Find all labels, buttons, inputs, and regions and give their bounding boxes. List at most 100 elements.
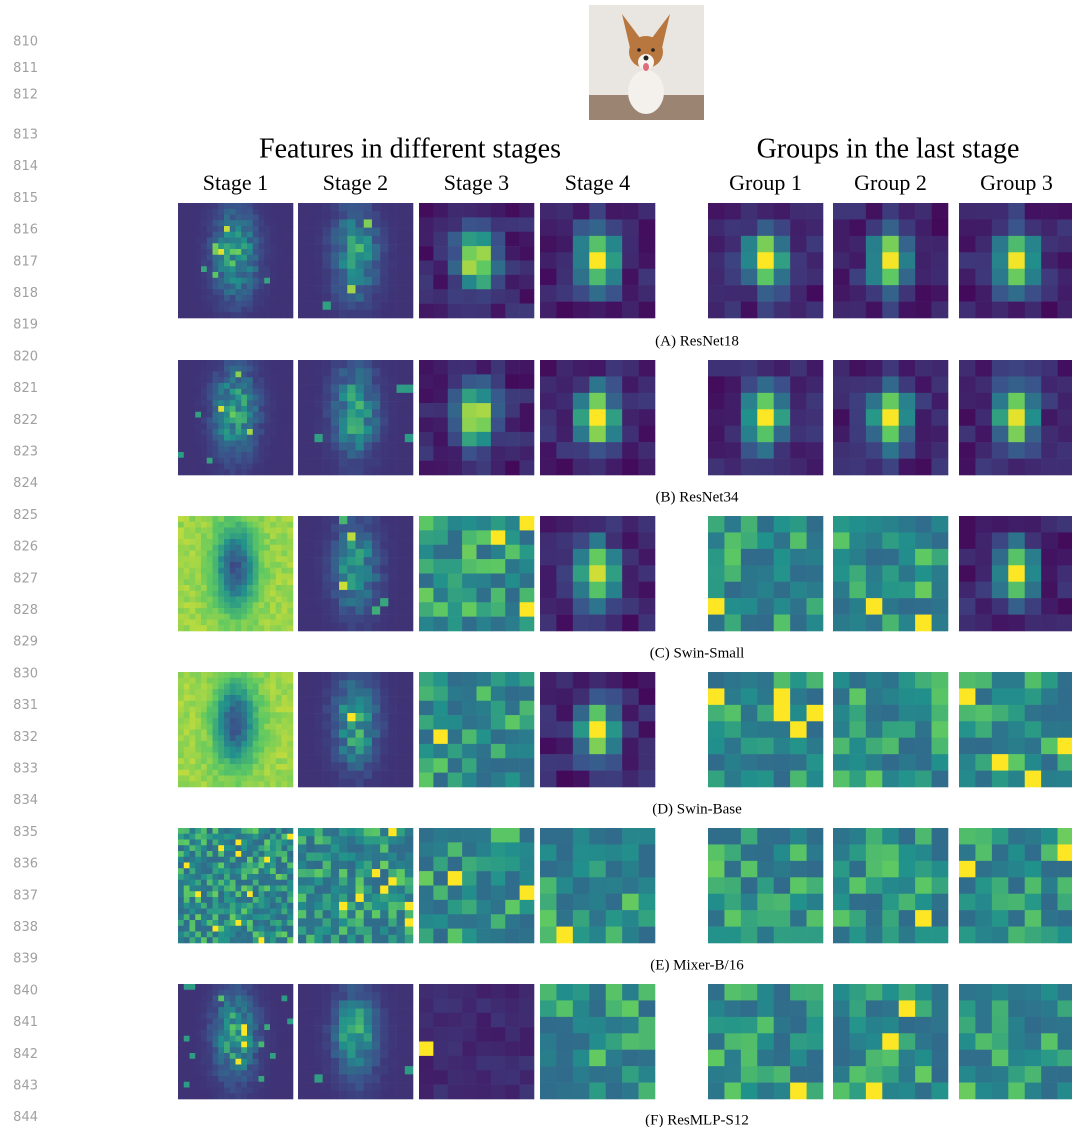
heatmap-cell (287, 1036, 293, 1042)
heatmap-cell (419, 900, 434, 915)
heatmap-cell (184, 585, 190, 591)
heatmap-cell (259, 435, 265, 441)
heatmap-cell (190, 903, 196, 909)
heatmap-cell (213, 828, 219, 834)
heatmap-cell (388, 746, 397, 755)
heatmap-cell (236, 226, 242, 232)
heatmap-cell (339, 393, 348, 402)
heatmap-cell (276, 574, 282, 580)
heatmap-cell (1025, 393, 1042, 410)
heatmap-cell (520, 730, 535, 745)
heatmap-cell (207, 1036, 213, 1042)
heatmap-cell (195, 307, 201, 313)
heatmap-cell (230, 545, 236, 551)
heatmap-cell (207, 625, 213, 631)
heatmap-cell (213, 1070, 219, 1076)
heatmap-cell (218, 1013, 224, 1019)
heatmap-cell (270, 238, 276, 244)
heatmap-cell (380, 293, 389, 302)
heatmap-cell (270, 556, 276, 562)
heatmap-cell (899, 393, 916, 410)
heatmap-cell (201, 528, 207, 534)
line-number: 819 (13, 318, 38, 333)
heatmap-cell (270, 301, 276, 307)
heatmap-cell (959, 688, 976, 705)
heatmap-cell (287, 868, 293, 874)
heatmap-cell (195, 215, 201, 221)
heatmap-cell (331, 532, 340, 541)
heatmap-cell (339, 532, 348, 541)
heatmap-cell (339, 409, 348, 418)
heatmap-cell (207, 516, 213, 522)
heatmap-cell (218, 937, 224, 943)
heatmap-cell (201, 249, 207, 255)
heatmap-cell (589, 252, 606, 269)
heatmap-cell (372, 877, 381, 886)
heatmap-cell (236, 266, 242, 272)
heatmap-cell (323, 418, 332, 427)
heatmap-cell (757, 565, 774, 582)
heatmap-cell (241, 897, 247, 903)
heatmap-cell (573, 219, 590, 236)
heatmap-cell (253, 243, 259, 249)
heatmap-cell (932, 285, 949, 302)
heatmap-cell (270, 366, 276, 372)
heatmap-cell (589, 516, 606, 533)
heatmap-cell (306, 886, 315, 895)
heatmap-cell (405, 1017, 414, 1026)
heatmap-cell (276, 255, 282, 261)
heatmap-cell (520, 360, 535, 375)
heatmap-cell (190, 840, 196, 846)
heatmap-cell (419, 857, 434, 872)
heatmap-cell (306, 426, 315, 435)
heatmap-cell (397, 918, 406, 927)
heatmap-cell (405, 1058, 414, 1067)
heatmap-cell (1058, 532, 1072, 549)
heatmap-cell (264, 1076, 270, 1082)
heatmap-cell (253, 551, 259, 557)
heatmap-cell (959, 269, 976, 286)
heatmap-cell (419, 828, 434, 843)
heatmap-cell (433, 929, 448, 944)
heatmap-cell (882, 532, 899, 549)
heatmap-cell (241, 851, 247, 857)
heatmap-cell (1008, 252, 1025, 269)
heatmap-cell (724, 877, 741, 894)
heatmap-cell (276, 372, 282, 378)
heatmap-cell (356, 1017, 365, 1026)
heatmap-cell (1025, 877, 1042, 894)
heatmap-cell (287, 781, 293, 787)
line-number: 828 (13, 603, 38, 618)
heatmap-cell (276, 585, 282, 591)
heatmap-cell (236, 909, 242, 915)
heatmap-cell (270, 597, 276, 603)
heatmap-cell (236, 1030, 242, 1036)
heatmap-cell (241, 556, 247, 562)
heatmap-cell (708, 754, 725, 771)
heatmap-cell (331, 853, 340, 862)
heatmap-cell (364, 549, 373, 558)
heatmap-cell (505, 304, 520, 319)
heatmap-cell (287, 886, 293, 892)
heatmap-cell (236, 920, 242, 926)
heatmap-cell (356, 459, 365, 468)
heatmap-cell (195, 469, 201, 475)
heatmap-cell (236, 1013, 242, 1019)
heatmap-cell (339, 1042, 348, 1051)
heatmap-cell (218, 1036, 224, 1042)
heatmap-cell (405, 927, 414, 936)
heatmap-cell (462, 418, 477, 433)
heatmap-cell (540, 409, 557, 426)
heatmap-cell (1058, 442, 1072, 459)
heatmap-cell (1008, 582, 1025, 599)
heatmap-cell (306, 293, 315, 302)
heatmap-cell (224, 620, 230, 626)
heatmap-cell (207, 295, 213, 301)
heatmap-cell (247, 701, 253, 707)
heatmap-cell (790, 672, 807, 689)
heatmap-cell (306, 680, 315, 689)
heatmap-cell (959, 409, 976, 426)
heatmap-cell (462, 758, 477, 773)
heatmap-cell (790, 877, 807, 894)
heatmap-cell (364, 228, 373, 237)
